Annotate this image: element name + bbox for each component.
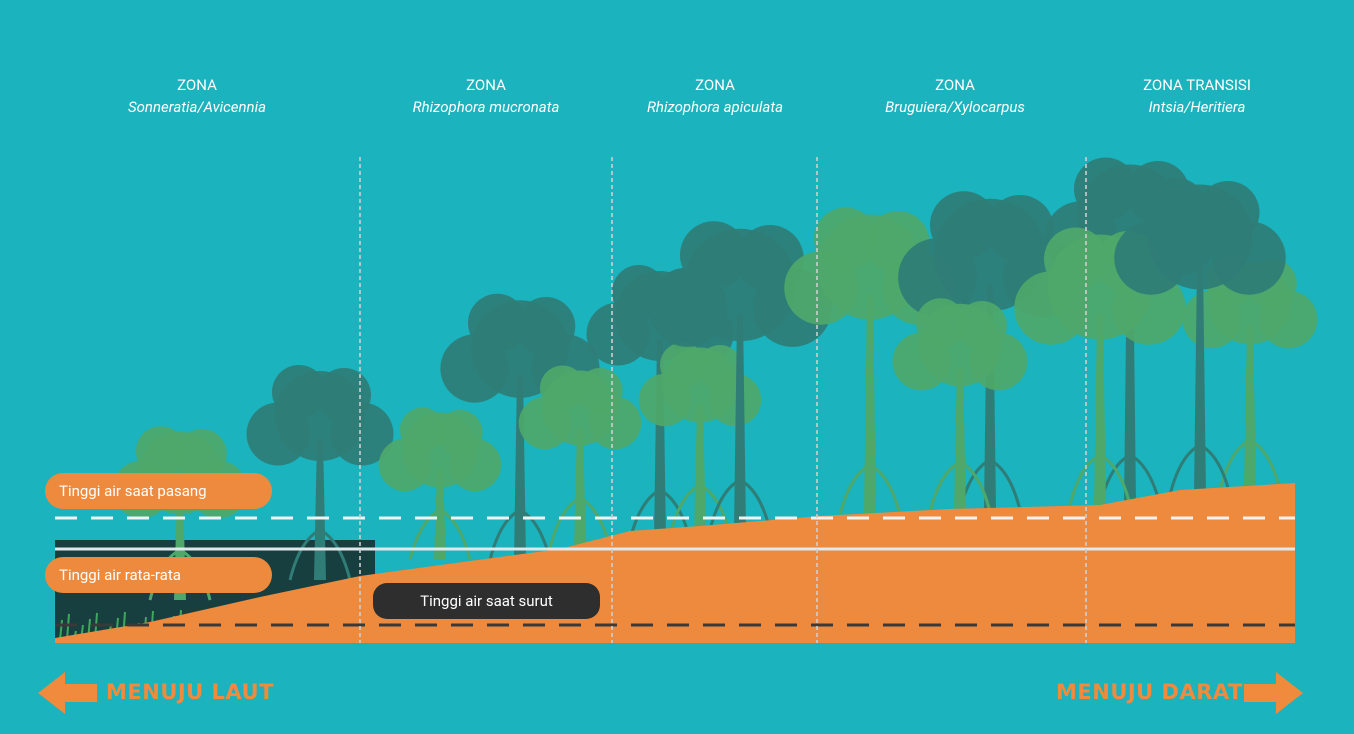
tree-trunk — [954, 367, 966, 512]
tree-crown — [517, 297, 576, 356]
tree-crown — [177, 429, 227, 479]
zone-label: ZONA — [466, 76, 506, 94]
tree-crown — [957, 301, 1007, 351]
tree-crown — [698, 345, 743, 390]
tree-trunk — [514, 375, 526, 560]
tree-trunk — [734, 315, 746, 530]
tree-trunk — [694, 405, 706, 535]
tree-crown — [578, 368, 623, 413]
direction-land: MENUJU DARAT — [1056, 680, 1243, 704]
zone-header: ZONA Rhizophora mucronata — [356, 74, 616, 118]
zone-label: ZONA — [177, 76, 217, 94]
tree-crown — [986, 195, 1054, 263]
zone-species: Rhizophora mucronata — [356, 96, 616, 118]
tree-trunk — [864, 295, 876, 515]
tree-crown — [1197, 181, 1260, 244]
zone-species: Intsia/Heritiera — [1067, 96, 1327, 118]
frame: ZONA Sonneratia/Avicennia ZONA Rhizophora … — [0, 0, 1354, 734]
mean-tide-label: Tinggi air rata-rata — [45, 557, 272, 593]
zone-label: ZONA — [935, 76, 975, 94]
zone-header: ZONA Bruguiera/Xylocarpus — [825, 74, 1085, 118]
zone-label: ZONA — [695, 76, 735, 94]
arrow-right — [1244, 672, 1303, 714]
direction-sea: MENUJU LAUT — [106, 680, 274, 704]
zone-species: Rhizophora apiculata — [585, 96, 845, 118]
zone-species: Sonneratia/Avicennia — [67, 96, 327, 118]
zone-header: ZONA TRANSISI Intsia/Heritiera — [1067, 74, 1327, 118]
zone-label: ZONA TRANSISI — [1143, 76, 1251, 94]
tree-trunk — [1094, 315, 1106, 505]
arrow-left — [38, 672, 97, 714]
zone-header: ZONA Rhizophora apiculata — [585, 74, 845, 118]
tree-trunk — [574, 428, 586, 548]
high-tide-label: Tinggi air saat pasang — [45, 473, 272, 509]
zone-species: Bruguiera/Xylocarpus — [825, 96, 1085, 118]
tree-crown — [438, 410, 483, 455]
tree-crown — [317, 368, 371, 422]
zone-header: ZONA Sonneratia/Avicennia — [67, 74, 327, 118]
tree-trunk — [1244, 325, 1256, 490]
low-tide-label: Tinggi air saat surut — [373, 583, 600, 619]
